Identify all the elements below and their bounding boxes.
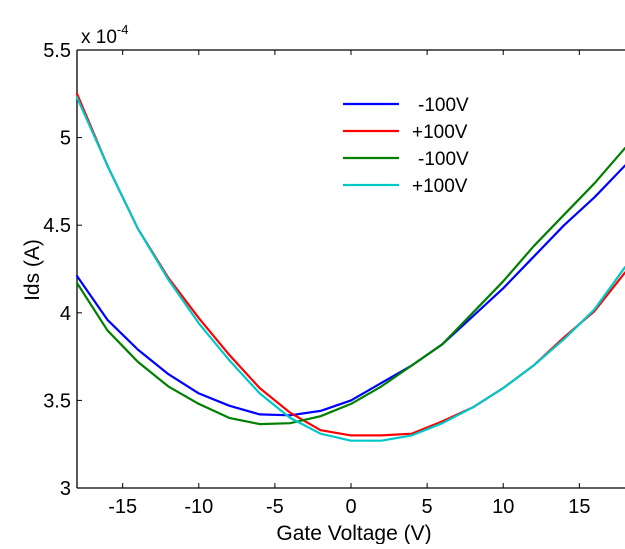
series-line-0 <box>75 164 625 417</box>
legend-label-2: -100V <box>418 149 469 170</box>
y-axis-multiplier: x 10-4 <box>81 22 128 48</box>
y-axis-label: Ids (A) <box>21 239 44 301</box>
legend-label-0: -100V <box>418 95 469 116</box>
x-tick-label: -10 <box>184 496 213 518</box>
y-tick-label: 3 <box>60 478 71 500</box>
legend-label-3: +100V <box>412 176 468 197</box>
x-tick-label: -15 <box>108 496 137 518</box>
series-line-3 <box>75 96 625 442</box>
y-tick-label: 3.5 <box>43 390 71 412</box>
axes <box>76 49 625 489</box>
series-line-2 <box>75 147 625 426</box>
y-tick-label: 5 <box>60 128 71 150</box>
x-tick-label: 15 <box>568 496 590 518</box>
x-tick-label: 0 <box>345 496 356 518</box>
x-tick-label: -5 <box>266 496 284 518</box>
ticks: -15 -10 -5 0 5 10 15 3 3.5 4 4.5 5 5.5 <box>43 40 590 518</box>
x-axis-label: Gate Voltage (V) <box>276 522 431 544</box>
legend-label-1: +100V <box>412 122 468 143</box>
y-tick-label: 4.5 <box>43 215 71 237</box>
x-tick-label: 5 <box>422 496 433 518</box>
y-tick-label: 4 <box>60 303 71 325</box>
y-tick-label: 5.5 <box>43 40 71 62</box>
series-lines <box>75 92 625 442</box>
x-tick-label: 10 <box>492 496 514 518</box>
legend: -100V +100V -100V +100V <box>343 95 469 197</box>
